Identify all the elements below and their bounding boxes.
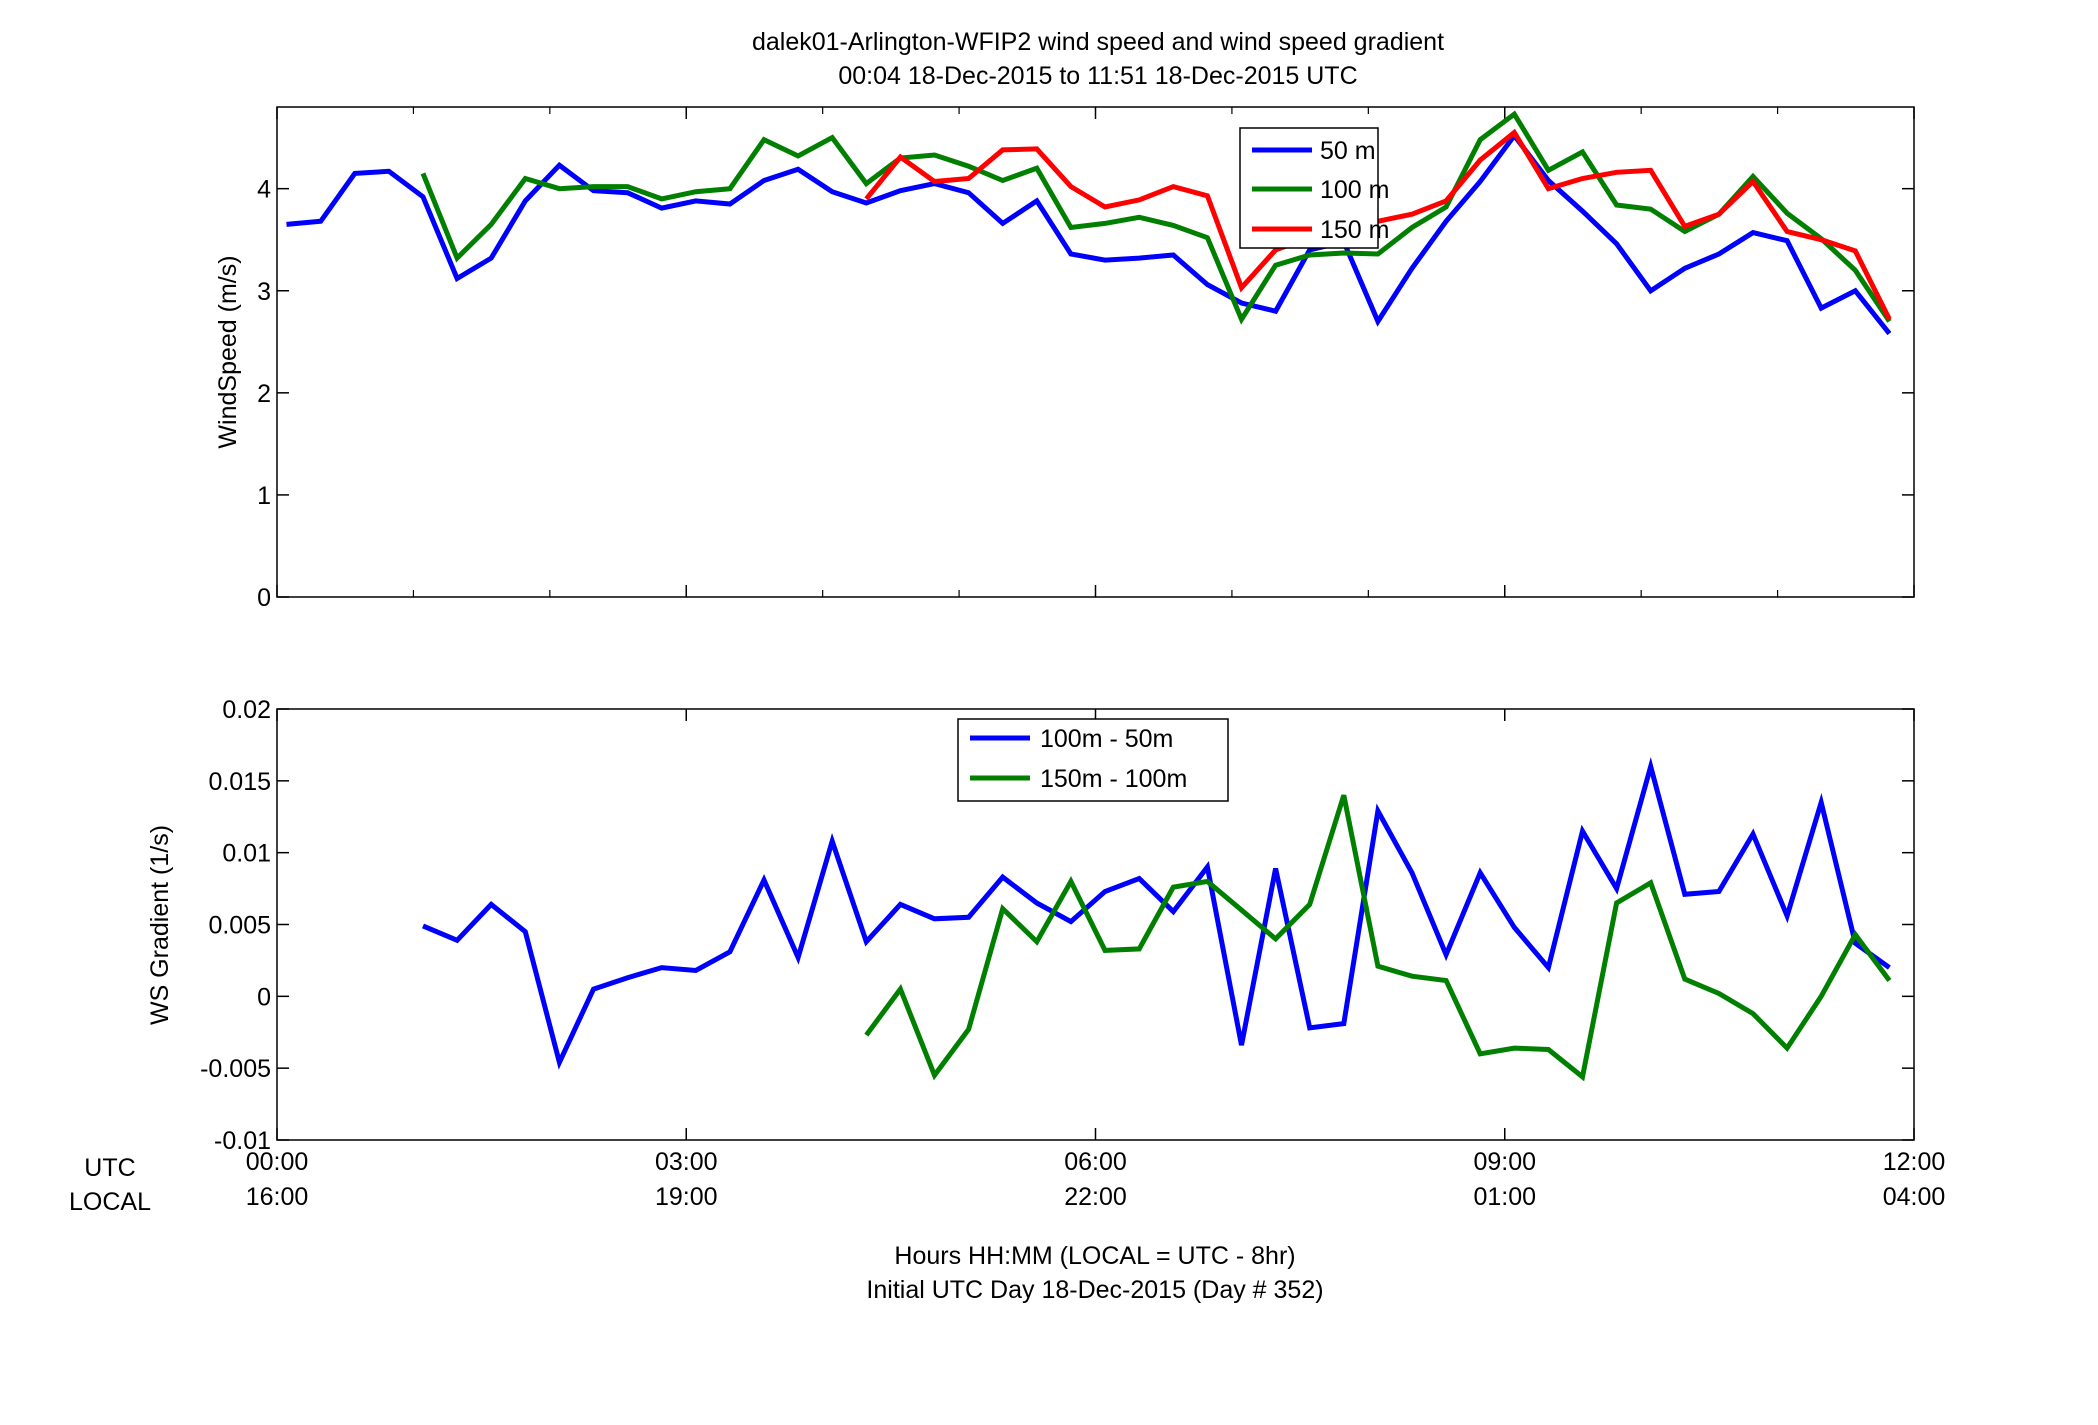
x-axis-label-line1: Hours HH:MM (LOCAL = UTC - 8hr) [894, 1242, 1295, 1270]
x-tick-label-local: 01:00 [1473, 1183, 1536, 1211]
x-tick-label-utc: 00:00 [246, 1148, 309, 1176]
gradient-y-axis-label: WS Gradient (1/s) [146, 825, 174, 1025]
y-tick-label: 0.02 [222, 696, 271, 724]
gradient-panel: WS Gradient (1/s) -0.01 -0.005 0 0.005 0.01 0… [146, 696, 1915, 1155]
y-tick-label: 0.01 [222, 840, 271, 868]
x-tick-labels: 00:00 16:00 03:00 19:00 06:00 22:00 09:00 01:00… [246, 1148, 1946, 1211]
y-tick-label: 0 [257, 584, 271, 612]
windspeed-panel: WindSpeed (m/s) 0 1 2 3 4 50 m 100 m 150 m [214, 106, 1915, 612]
chart-title-line2: 00:04 18-Dec-2015 to 11:51 18-Dec-2015 U… [838, 62, 1357, 90]
windspeed-y-axis-label: WindSpeed (m/s) [214, 255, 242, 448]
x-tick-label-local: 22:00 [1064, 1183, 1127, 1211]
series-line-100-m [420, 110, 1892, 325]
y-tick-label: 4 [257, 176, 271, 204]
y-tick-label: 1 [257, 482, 271, 510]
y-tick-label: 3 [257, 278, 271, 306]
y-tick-label: 0 [257, 983, 271, 1011]
x-tick-label-local: 19:00 [655, 1183, 718, 1211]
x-tick-label-utc: 03:00 [655, 1148, 718, 1176]
x-tick-label-utc: 09:00 [1473, 1148, 1536, 1176]
x-tick-label-local: 16:00 [246, 1183, 309, 1211]
legend-label-150m-100m: 150m - 100m [1040, 765, 1187, 793]
y-tick-label: -0.005 [200, 1055, 271, 1083]
x-tick-label-utc: 12:00 [1883, 1148, 1946, 1176]
series-line-150m-100m [864, 794, 1892, 1082]
chart-title-line1: dalek01-Arlington-WFIP2 wind speed and w… [752, 28, 1444, 56]
legend-label-100m: 100 m [1320, 176, 1389, 204]
y-tick-label: 0.015 [208, 768, 271, 796]
y-tick-label: 0.005 [208, 912, 271, 940]
windspeed-plot-area [276, 106, 1915, 598]
windspeed-y-ticks: 0 1 2 3 4 [257, 176, 1914, 612]
series-line-100m-50m [422, 757, 1891, 1070]
x-row-label-local: LOCAL [69, 1188, 151, 1216]
y-tick-label: 2 [257, 380, 271, 408]
windspeed-x-ticks [276, 107, 1915, 597]
x-tick-label-utc: 06:00 [1064, 1148, 1127, 1176]
legend-label-100m-50m: 100m - 50m [1040, 725, 1173, 753]
legend-label-150m: 150 m [1320, 216, 1389, 244]
gradient-legend: 100m - 50m 150m - 100m [957, 718, 1229, 802]
x-row-label-utc: UTC [84, 1154, 135, 1182]
gradient-y-ticks: -0.01 -0.005 0 0.005 0.01 0.015 0.02 [200, 696, 1914, 1155]
x-tick-label-local: 04:00 [1883, 1183, 1946, 1211]
legend-label-50m: 50 m [1320, 137, 1376, 165]
gradient-series [422, 757, 1892, 1082]
series-line-50-m [286, 131, 1892, 336]
windspeed-legend: 50 m 100 m 150 m [1239, 127, 1389, 249]
y-tick-label: -0.01 [214, 1127, 271, 1155]
x-axis-label-line2: Initial UTC Day 18-Dec-2015 (Day # 352) [866, 1276, 1323, 1304]
gradient-legend-box [957, 718, 1229, 802]
